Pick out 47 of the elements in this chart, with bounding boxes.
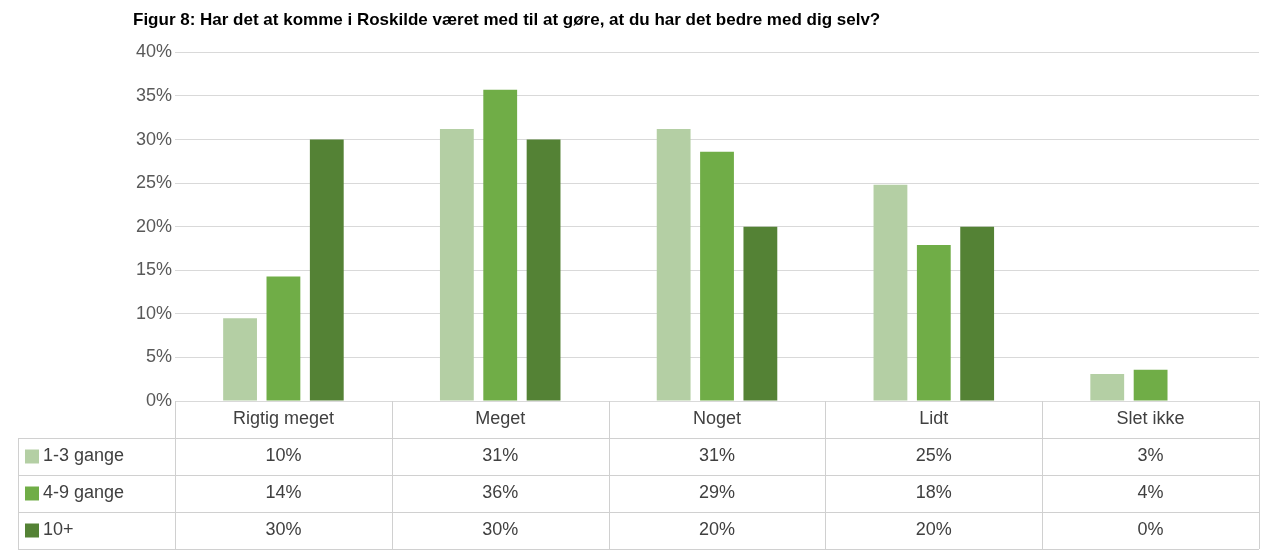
data-label: 10%: [265, 445, 302, 466]
y-tick-label: 40%: [136, 41, 173, 62]
x-tick-label: Rigtig meget: [232, 408, 334, 429]
x-tick-label: Lidt: [919, 408, 949, 429]
y-tick-label: 5%: [146, 346, 173, 367]
data-label: 30%: [482, 519, 519, 540]
data-label: 18%: [915, 482, 952, 503]
legend-label: 4-9 gange: [43, 482, 125, 503]
data-label: 31%: [699, 445, 736, 466]
bar: [526, 139, 561, 401]
x-tick-label: Meget: [475, 408, 526, 429]
bar: [483, 89, 518, 401]
bar: [1090, 373, 1125, 401]
data-label: 36%: [482, 482, 519, 503]
y-tick-label: 35%: [136, 84, 173, 105]
bar: [439, 129, 474, 401]
bar: [873, 184, 908, 401]
y-tick-label: 25%: [136, 172, 173, 193]
data-label: 25%: [915, 445, 952, 466]
bar: [309, 139, 344, 401]
legend-label: 1-3 gange: [43, 445, 125, 466]
legend-label: 10+: [43, 519, 74, 540]
data-label: 30%: [265, 519, 302, 540]
y-tick-label: 30%: [136, 128, 173, 149]
data-label: 29%: [699, 482, 736, 503]
bar: [656, 129, 691, 401]
data-label: 3%: [1137, 445, 1164, 466]
bar: [266, 276, 301, 401]
y-tick-label: 20%: [136, 215, 173, 236]
data-label: 20%: [699, 519, 736, 540]
chart-title: Figur 8: Har det at komme i Roskilde været med til at gøre, at du har det bedre med dig selv?: [133, 9, 881, 29]
y-tick-label: 10%: [136, 302, 173, 323]
bar: [743, 226, 778, 401]
data-label: 20%: [915, 519, 952, 540]
data-label: 14%: [265, 482, 302, 503]
x-tick-label: Slet ikke: [1116, 408, 1185, 429]
bar: [960, 226, 995, 401]
bar: [1133, 369, 1168, 401]
bar: [916, 245, 951, 401]
y-tick-label: 15%: [136, 259, 173, 280]
data-label: 0%: [1137, 519, 1164, 540]
x-tick-label: Noget: [692, 408, 742, 429]
data-label: 31%: [482, 445, 519, 466]
bar: [700, 151, 734, 401]
y-tick-label: 0%: [146, 389, 173, 410]
bar: [223, 318, 257, 401]
data-label: 4%: [1137, 482, 1164, 503]
